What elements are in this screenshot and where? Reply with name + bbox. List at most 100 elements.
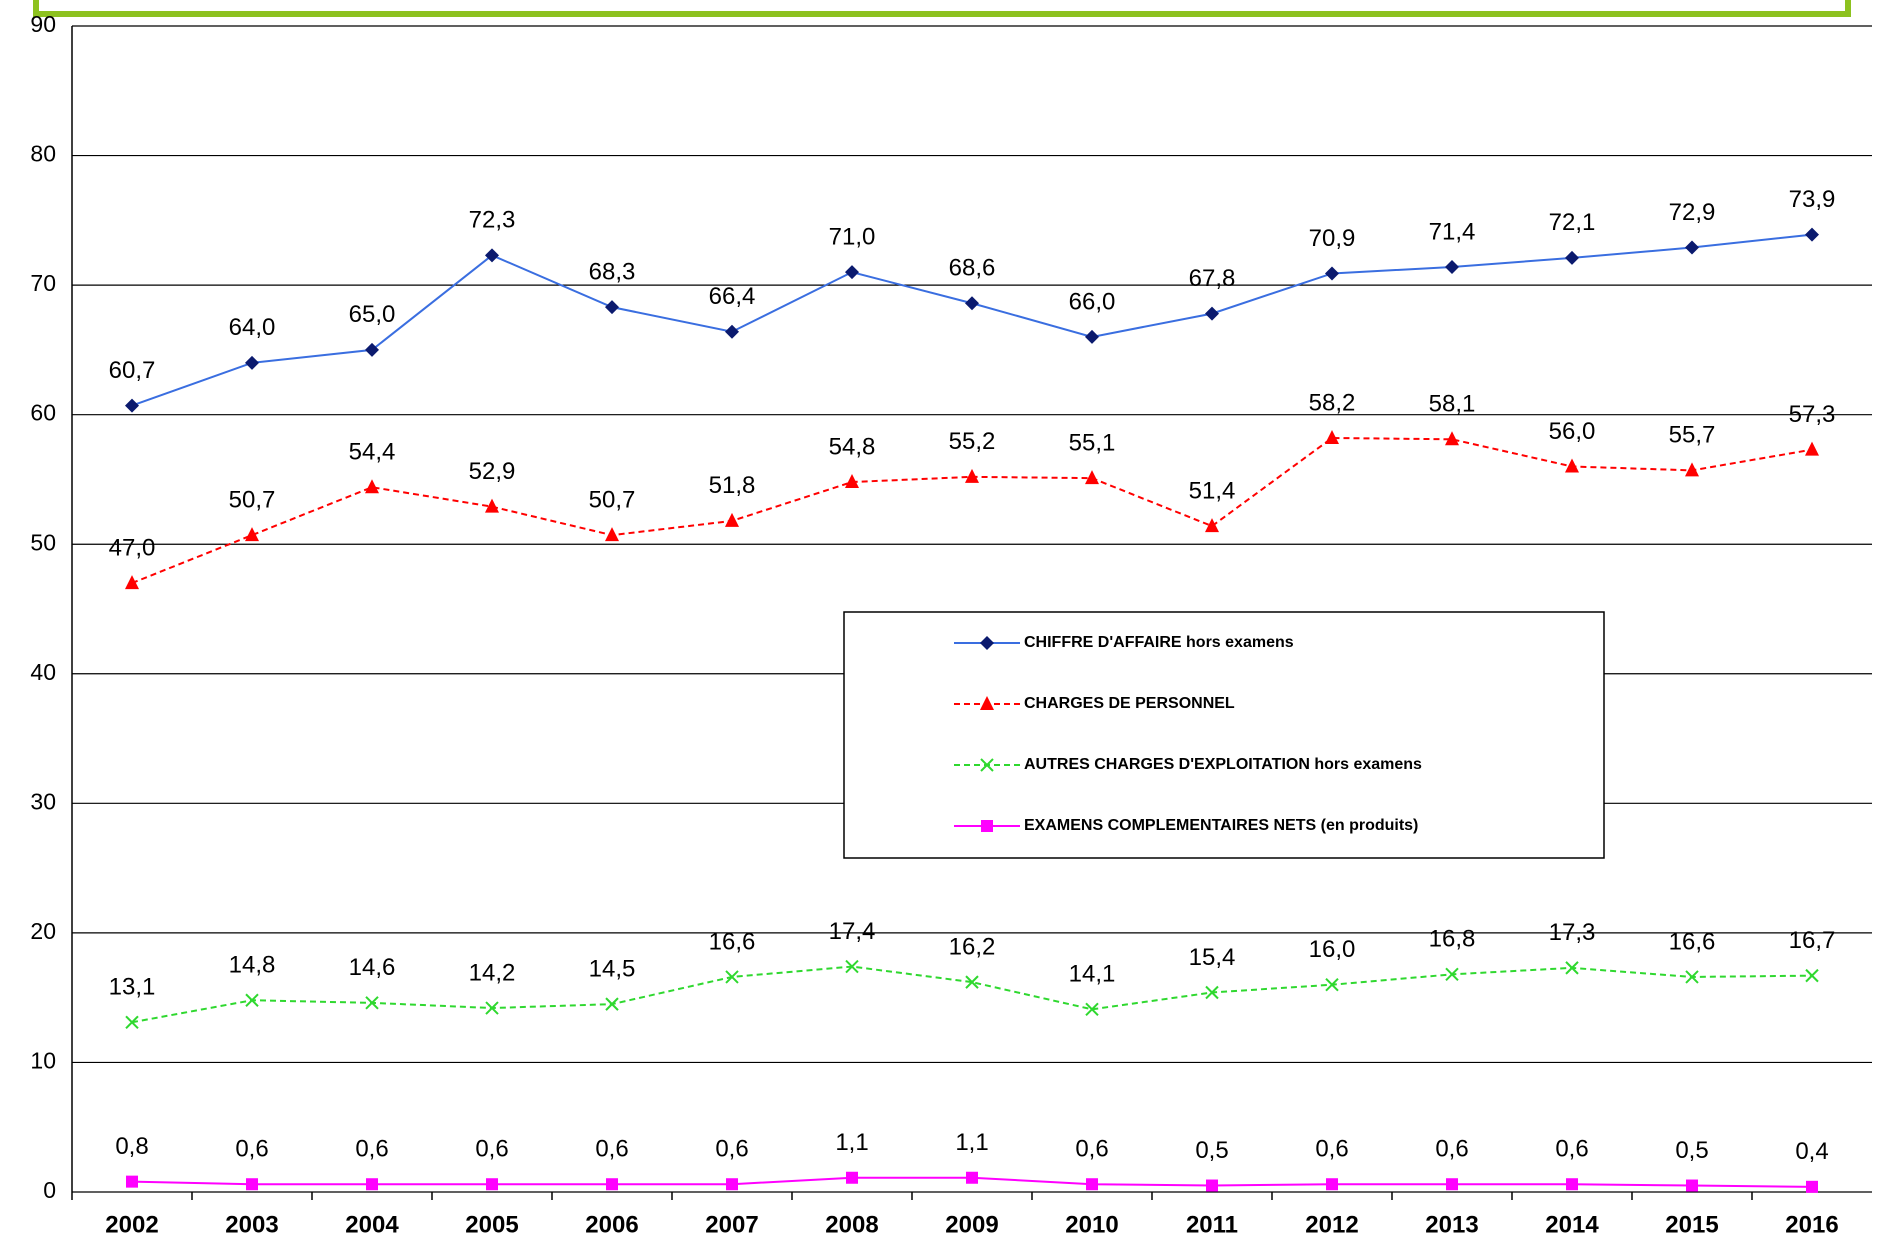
marker — [246, 1178, 258, 1191]
data-label: 0,6 — [1555, 1136, 1588, 1163]
marker — [1205, 518, 1219, 533]
marker — [981, 820, 993, 832]
marker — [1445, 967, 1459, 982]
data-label: 15,4 — [1189, 944, 1236, 971]
x-tick-label: 2016 — [1785, 1211, 1838, 1238]
data-label: 0,6 — [715, 1136, 748, 1163]
marker — [366, 1178, 378, 1191]
marker — [845, 474, 859, 489]
marker — [245, 993, 259, 1007]
data-label: 14,2 — [469, 959, 516, 986]
x-tick-label: 2014 — [1545, 1211, 1599, 1238]
marker — [1685, 970, 1699, 984]
x-tick-label: 2011 — [1186, 1211, 1238, 1238]
x-tick-label: 2002 — [105, 1211, 158, 1238]
marker — [1565, 961, 1579, 975]
legend: CHIFFRE D'AFFAIRE hors examens CHARGES DE… — [843, 611, 1605, 859]
x-tick-label: 2006 — [585, 1211, 638, 1238]
data-label: 55,1 — [1069, 429, 1116, 456]
data-label: 71,0 — [829, 223, 876, 250]
data-label: 14,6 — [349, 954, 396, 981]
data-label: 14,1 — [1069, 961, 1116, 988]
marker — [605, 527, 619, 542]
marker — [1085, 470, 1099, 485]
marker — [365, 342, 379, 357]
marker — [1446, 1178, 1458, 1191]
data-label: 0,6 — [1435, 1136, 1468, 1163]
data-label: 16,2 — [949, 933, 996, 960]
marker — [1325, 266, 1339, 281]
y-tick-label: 40 — [30, 659, 56, 685]
marker — [485, 498, 499, 513]
data-label: 0,6 — [595, 1136, 628, 1163]
data-label: 1,1 — [835, 1129, 868, 1156]
marker — [965, 296, 979, 311]
data-label: 1,1 — [955, 1129, 988, 1156]
marker — [1325, 429, 1339, 444]
data-label: 16,7 — [1789, 927, 1836, 954]
x-tick-label: 2015 — [1665, 1211, 1718, 1238]
marker — [1326, 1178, 1338, 1191]
marker — [485, 1001, 499, 1015]
marker — [605, 300, 619, 315]
data-label: 16,0 — [1309, 936, 1356, 963]
data-label: 65,0 — [349, 301, 396, 328]
marker — [245, 527, 259, 542]
data-label: 0,6 — [355, 1136, 388, 1163]
marker — [980, 758, 994, 772]
x-tick-label: 2010 — [1065, 1211, 1118, 1238]
data-label: 0,6 — [1075, 1136, 1108, 1163]
y-tick-label: 10 — [30, 1048, 56, 1074]
x-tick-label: 2004 — [345, 1211, 399, 1238]
legend-box — [843, 611, 1605, 859]
marker — [966, 1171, 978, 1184]
data-label: 68,3 — [589, 258, 636, 285]
y-tick-label: 20 — [30, 918, 56, 944]
marker — [1685, 462, 1699, 477]
legend-label: CHIFFRE D'AFFAIRE hors examens — [1024, 634, 1294, 651]
marker — [1445, 259, 1459, 274]
y-tick-label: 0 — [43, 1177, 56, 1203]
marker — [725, 324, 739, 339]
marker — [726, 1178, 738, 1191]
data-label: 55,2 — [949, 428, 996, 455]
data-label: 54,8 — [829, 433, 876, 460]
marker — [1205, 306, 1219, 321]
marker — [245, 355, 259, 370]
marker — [606, 1178, 618, 1191]
marker — [365, 479, 379, 494]
data-label: 57,3 — [1789, 401, 1836, 428]
x-tick-label: 2009 — [945, 1211, 998, 1238]
data-label: 17,4 — [829, 918, 876, 945]
y-tick-label: 90 — [30, 11, 56, 37]
data-label: 56,0 — [1549, 418, 1596, 445]
data-label: 60,7 — [109, 357, 156, 384]
series-line — [131, 965, 1813, 1024]
marker — [1205, 985, 1219, 1000]
data-label: 0,6 — [235, 1136, 268, 1163]
marker — [125, 398, 139, 413]
data-label: 70,9 — [1309, 225, 1356, 252]
data-label: 55,7 — [1669, 422, 1716, 449]
marker — [125, 1015, 139, 1029]
marker — [1685, 240, 1699, 255]
data-label: 58,2 — [1309, 389, 1356, 416]
data-label: 72,3 — [469, 207, 516, 234]
data-label: 47,0 — [109, 534, 156, 561]
data-label: 16,6 — [1669, 928, 1716, 955]
marker — [845, 265, 859, 280]
data-label: 0,5 — [1195, 1137, 1228, 1164]
marker — [1565, 250, 1579, 265]
data-label: 71,4 — [1429, 218, 1476, 245]
marker — [1805, 227, 1819, 242]
marker — [605, 997, 619, 1011]
marker — [1206, 1179, 1218, 1192]
data-label: 16,8 — [1429, 926, 1476, 953]
legend-label: AUTRES CHARGES D'EXPLOITATION hors exame… — [1024, 756, 1422, 773]
marker — [486, 1178, 498, 1191]
data-label: 52,9 — [469, 458, 516, 485]
y-tick-label: 30 — [30, 788, 56, 814]
data-label: 14,5 — [589, 955, 636, 982]
data-label: 50,7 — [229, 486, 276, 513]
